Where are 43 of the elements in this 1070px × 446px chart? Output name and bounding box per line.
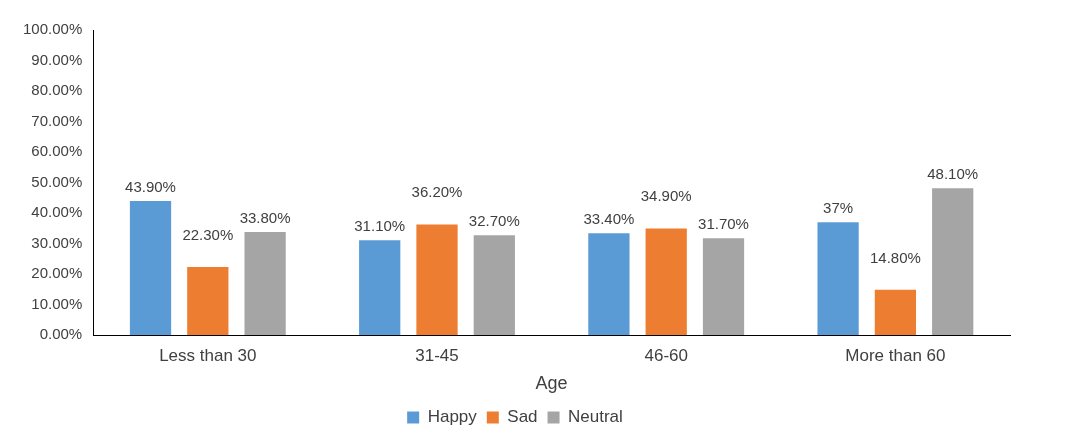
data-label: 34.90% xyxy=(640,187,692,205)
bar xyxy=(473,235,515,335)
legend-label: Happy xyxy=(427,407,478,427)
y-tick-label: 90.00% xyxy=(31,50,83,68)
bar xyxy=(874,289,917,335)
legend-label: Sad xyxy=(507,407,538,427)
bar xyxy=(702,238,745,335)
y-tick-label: 10.00% xyxy=(31,294,83,312)
bar xyxy=(817,222,859,335)
y-tick-label: 50.00% xyxy=(31,172,83,190)
data-label: 32.70% xyxy=(468,211,520,229)
data-label: 36.20% xyxy=(411,183,463,201)
data-label: 37% xyxy=(823,198,854,216)
y-tick-label: 40.00% xyxy=(31,203,83,221)
bar xyxy=(416,224,458,335)
bar xyxy=(645,228,687,335)
bar xyxy=(129,201,172,335)
bar xyxy=(244,231,286,335)
y-tick-label: 30.00% xyxy=(31,233,83,251)
data-label: 48.10% xyxy=(927,164,979,182)
bar xyxy=(932,188,974,335)
y-tick-label: 70.00% xyxy=(31,111,83,129)
x-tick-label: More than 60 xyxy=(845,345,946,365)
y-tick-label: 20.00% xyxy=(31,264,83,282)
y-tick-label: 60.00% xyxy=(31,142,83,160)
bar xyxy=(588,233,630,335)
data-label: 43.90% xyxy=(125,177,176,195)
data-label: 33.80% xyxy=(239,208,291,226)
legend-label: Neutral xyxy=(568,407,623,427)
data-label: 22.30% xyxy=(182,225,234,243)
bar xyxy=(187,266,229,335)
x-tick-label: Less than 30 xyxy=(159,345,257,365)
data-label: 14.80% xyxy=(869,248,921,266)
y-tick-label: 100.00% xyxy=(23,20,83,38)
y-tick-label: 80.00% xyxy=(31,81,83,99)
data-label: 31.70% xyxy=(698,214,749,232)
data-label: 33.40% xyxy=(583,209,635,227)
y-tick-label: 0.00% xyxy=(39,325,83,343)
x-tick-label: 31-45 xyxy=(415,345,459,365)
bar xyxy=(359,240,401,335)
x-axis-title: Age xyxy=(535,373,568,394)
x-tick-label: 46-60 xyxy=(644,345,688,365)
data-label: 31.10% xyxy=(354,216,406,234)
